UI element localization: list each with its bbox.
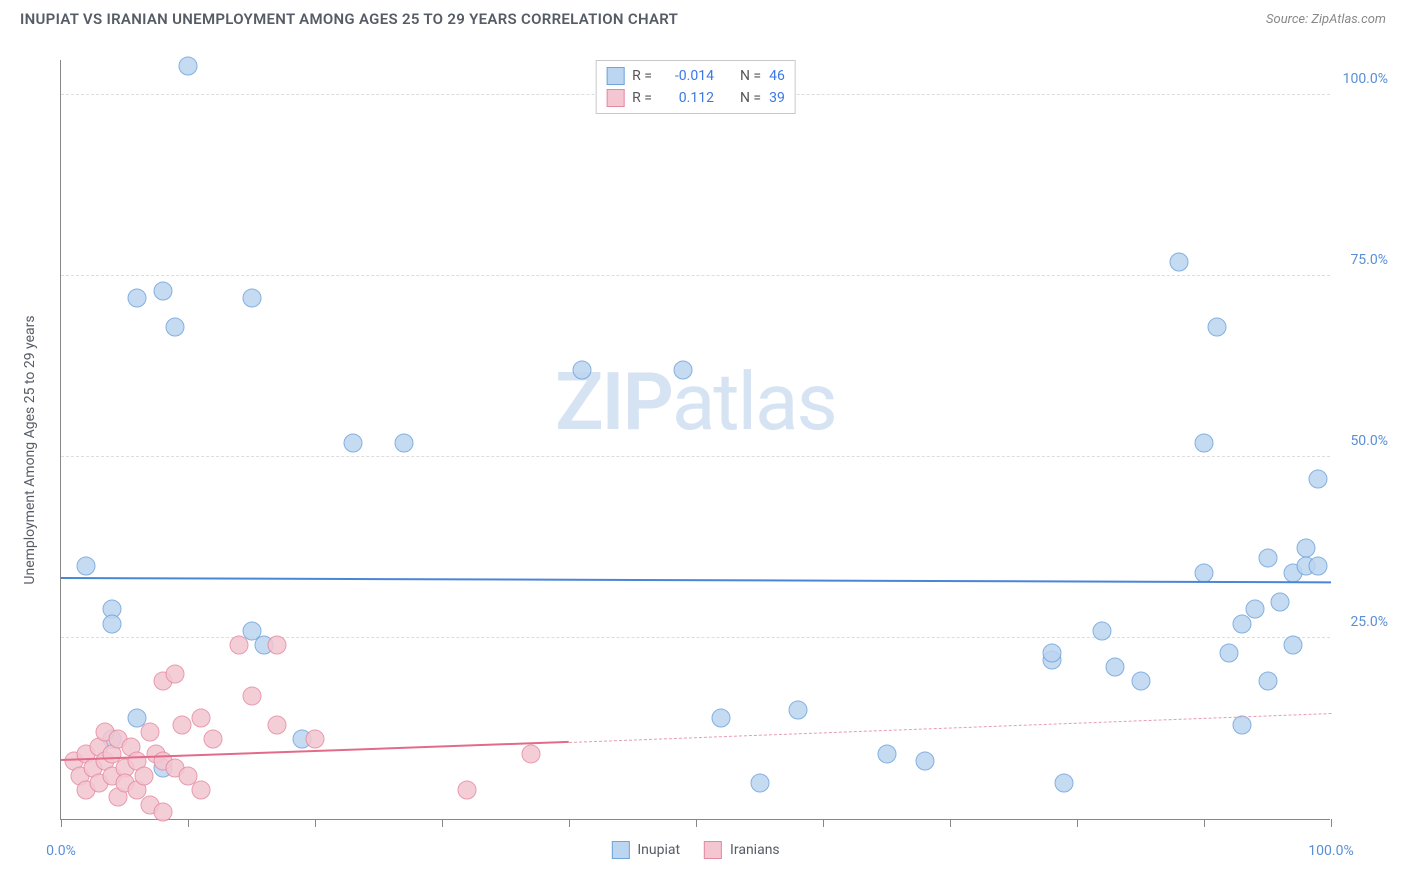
data-point: [1309, 556, 1328, 575]
data-point: [458, 781, 477, 800]
legend-swatch: [606, 89, 624, 107]
data-point: [204, 730, 223, 749]
y-tick-label: 75.0%: [1350, 252, 1388, 268]
data-point: [674, 361, 693, 380]
source-attribution: Source: ZipAtlas.com: [1266, 12, 1386, 27]
legend-swatch: [611, 841, 629, 859]
x-tick: [188, 819, 189, 827]
data-point: [306, 730, 325, 749]
trend-line: [569, 713, 1331, 743]
data-point: [1245, 600, 1264, 619]
data-point: [712, 708, 731, 727]
r-label: R =: [632, 65, 652, 87]
n-label: N =: [740, 87, 761, 109]
y-tick-label: 100.0%: [1343, 71, 1388, 87]
data-point: [191, 781, 210, 800]
x-tick: [315, 819, 316, 827]
chart-title: INUPIAT VS IRANIAN UNEMPLOYMENT AMONG AG…: [20, 10, 678, 28]
n-value: 46: [769, 65, 785, 87]
x-tick: [1331, 819, 1332, 827]
data-point: [1296, 538, 1315, 557]
r-label: R =: [632, 87, 652, 109]
data-point: [788, 701, 807, 720]
x-tick: [1077, 819, 1078, 827]
data-point: [1169, 252, 1188, 271]
series-legend: Inupiat Iranians: [611, 841, 779, 859]
data-point: [1271, 592, 1290, 611]
data-point: [242, 288, 261, 307]
data-point: [1220, 643, 1239, 662]
data-point: [267, 715, 286, 734]
data-point: [1055, 773, 1074, 792]
data-point: [1207, 317, 1226, 336]
correlation-legend: R = -0.014 N = 46 R = 0.112 N = 39: [595, 60, 796, 114]
data-point: [572, 361, 591, 380]
data-point: [1309, 469, 1328, 488]
y-axis-label: Unemployment Among Ages 25 to 29 years: [22, 315, 38, 584]
legend-swatch: [606, 67, 624, 85]
data-point: [877, 744, 896, 763]
x-tick: [950, 819, 951, 827]
data-point: [128, 288, 147, 307]
data-point: [134, 766, 153, 785]
data-point: [1093, 621, 1112, 640]
data-point: [229, 636, 248, 655]
legend-item: Inupiat: [611, 841, 680, 859]
data-point: [1283, 636, 1302, 655]
data-point: [153, 281, 172, 300]
data-point: [521, 744, 540, 763]
x-tick: [1204, 819, 1205, 827]
data-point: [179, 57, 198, 76]
data-point: [267, 636, 286, 655]
legend-row: R = 0.112 N = 39: [606, 87, 785, 109]
n-label: N =: [740, 65, 761, 87]
data-point: [242, 686, 261, 705]
x-tick-label: 0.0%: [46, 843, 76, 859]
data-point: [1233, 715, 1252, 734]
data-point: [1258, 549, 1277, 568]
x-tick: [696, 819, 697, 827]
trend-line: [61, 577, 1331, 583]
chart-container: Unemployment Among Ages 25 to 29 years Z…: [40, 40, 1390, 860]
data-point: [140, 723, 159, 742]
x-tick-label: 100.0%: [1308, 843, 1353, 859]
data-point: [1106, 658, 1125, 677]
data-point: [1195, 433, 1214, 452]
gridline: [61, 456, 1330, 457]
data-point: [166, 665, 185, 684]
data-point: [344, 433, 363, 452]
data-point: [153, 802, 172, 821]
legend-swatch: [704, 841, 722, 859]
x-tick: [569, 819, 570, 827]
data-point: [750, 773, 769, 792]
plot-area: ZIPatlas R =-0.014N = 46R =0.112N = 39 I…: [60, 60, 1330, 820]
data-point: [166, 317, 185, 336]
data-point: [1042, 643, 1061, 662]
data-point: [102, 614, 121, 633]
data-point: [191, 708, 210, 727]
legend-label: Iranians: [730, 842, 780, 858]
y-tick-label: 25.0%: [1350, 614, 1388, 630]
x-tick: [61, 819, 62, 827]
data-point: [1258, 672, 1277, 691]
watermark: ZIPatlas: [555, 355, 836, 449]
x-tick: [823, 819, 824, 827]
r-value: -0.014: [660, 65, 714, 87]
data-point: [77, 556, 96, 575]
n-value: 39: [769, 87, 785, 109]
data-point: [394, 433, 413, 452]
y-tick-label: 50.0%: [1350, 433, 1388, 449]
data-point: [915, 752, 934, 771]
legend-row: R = -0.014 N = 46: [606, 65, 785, 87]
data-point: [1195, 563, 1214, 582]
data-point: [1131, 672, 1150, 691]
gridline: [61, 275, 1330, 276]
data-point: [172, 715, 191, 734]
x-tick: [442, 819, 443, 827]
legend-label: Inupiat: [637, 842, 680, 858]
legend-item: Iranians: [704, 841, 780, 859]
r-value: 0.112: [660, 87, 714, 109]
